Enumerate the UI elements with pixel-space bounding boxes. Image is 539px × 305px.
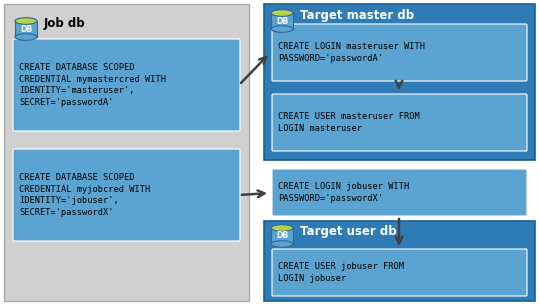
FancyBboxPatch shape [4,4,249,301]
Text: CREATE USER jobuser FROM
LOGIN jobuser: CREATE USER jobuser FROM LOGIN jobuser [278,262,404,283]
Text: Target user db: Target user db [300,224,397,238]
Text: CREATE DATABASE SCOPED
CREDENTIAL myjobcred WITH
IDENTITY='jobuser',
SECRET='pas: CREATE DATABASE SCOPED CREDENTIAL myjobc… [19,173,150,217]
Ellipse shape [271,26,293,32]
Text: Job db: Job db [44,17,86,30]
Text: CREATE USER masteruser FROM
LOGIN masteruser: CREATE USER masteruser FROM LOGIN master… [278,112,420,133]
FancyBboxPatch shape [272,24,527,81]
Text: CREATE LOGIN masteruser WITH
PASSWORD='passwordA': CREATE LOGIN masteruser WITH PASSWORD='p… [278,42,425,63]
FancyBboxPatch shape [264,221,535,301]
Text: CREATE DATABASE SCOPED
CREDENTIAL mymastercred WITH
IDENTITY='masteruser',
SECRE: CREATE DATABASE SCOPED CREDENTIAL mymast… [19,63,166,107]
FancyBboxPatch shape [271,13,293,29]
FancyBboxPatch shape [264,4,535,160]
Ellipse shape [271,10,293,16]
FancyBboxPatch shape [15,21,37,37]
Text: CREATE LOGIN jobuser WITH
PASSWORD='passwordX': CREATE LOGIN jobuser WITH PASSWORD='pass… [278,182,409,203]
Ellipse shape [271,225,293,231]
FancyBboxPatch shape [13,39,240,131]
Ellipse shape [271,241,293,247]
Ellipse shape [15,34,37,40]
Text: DB: DB [276,231,288,241]
FancyBboxPatch shape [272,169,527,216]
FancyBboxPatch shape [271,228,293,244]
FancyBboxPatch shape [272,249,527,296]
Text: Target master db: Target master db [300,9,414,23]
FancyBboxPatch shape [13,149,240,241]
FancyBboxPatch shape [272,94,527,151]
Text: DB: DB [276,16,288,26]
Text: DB: DB [20,24,32,34]
Ellipse shape [15,18,37,24]
